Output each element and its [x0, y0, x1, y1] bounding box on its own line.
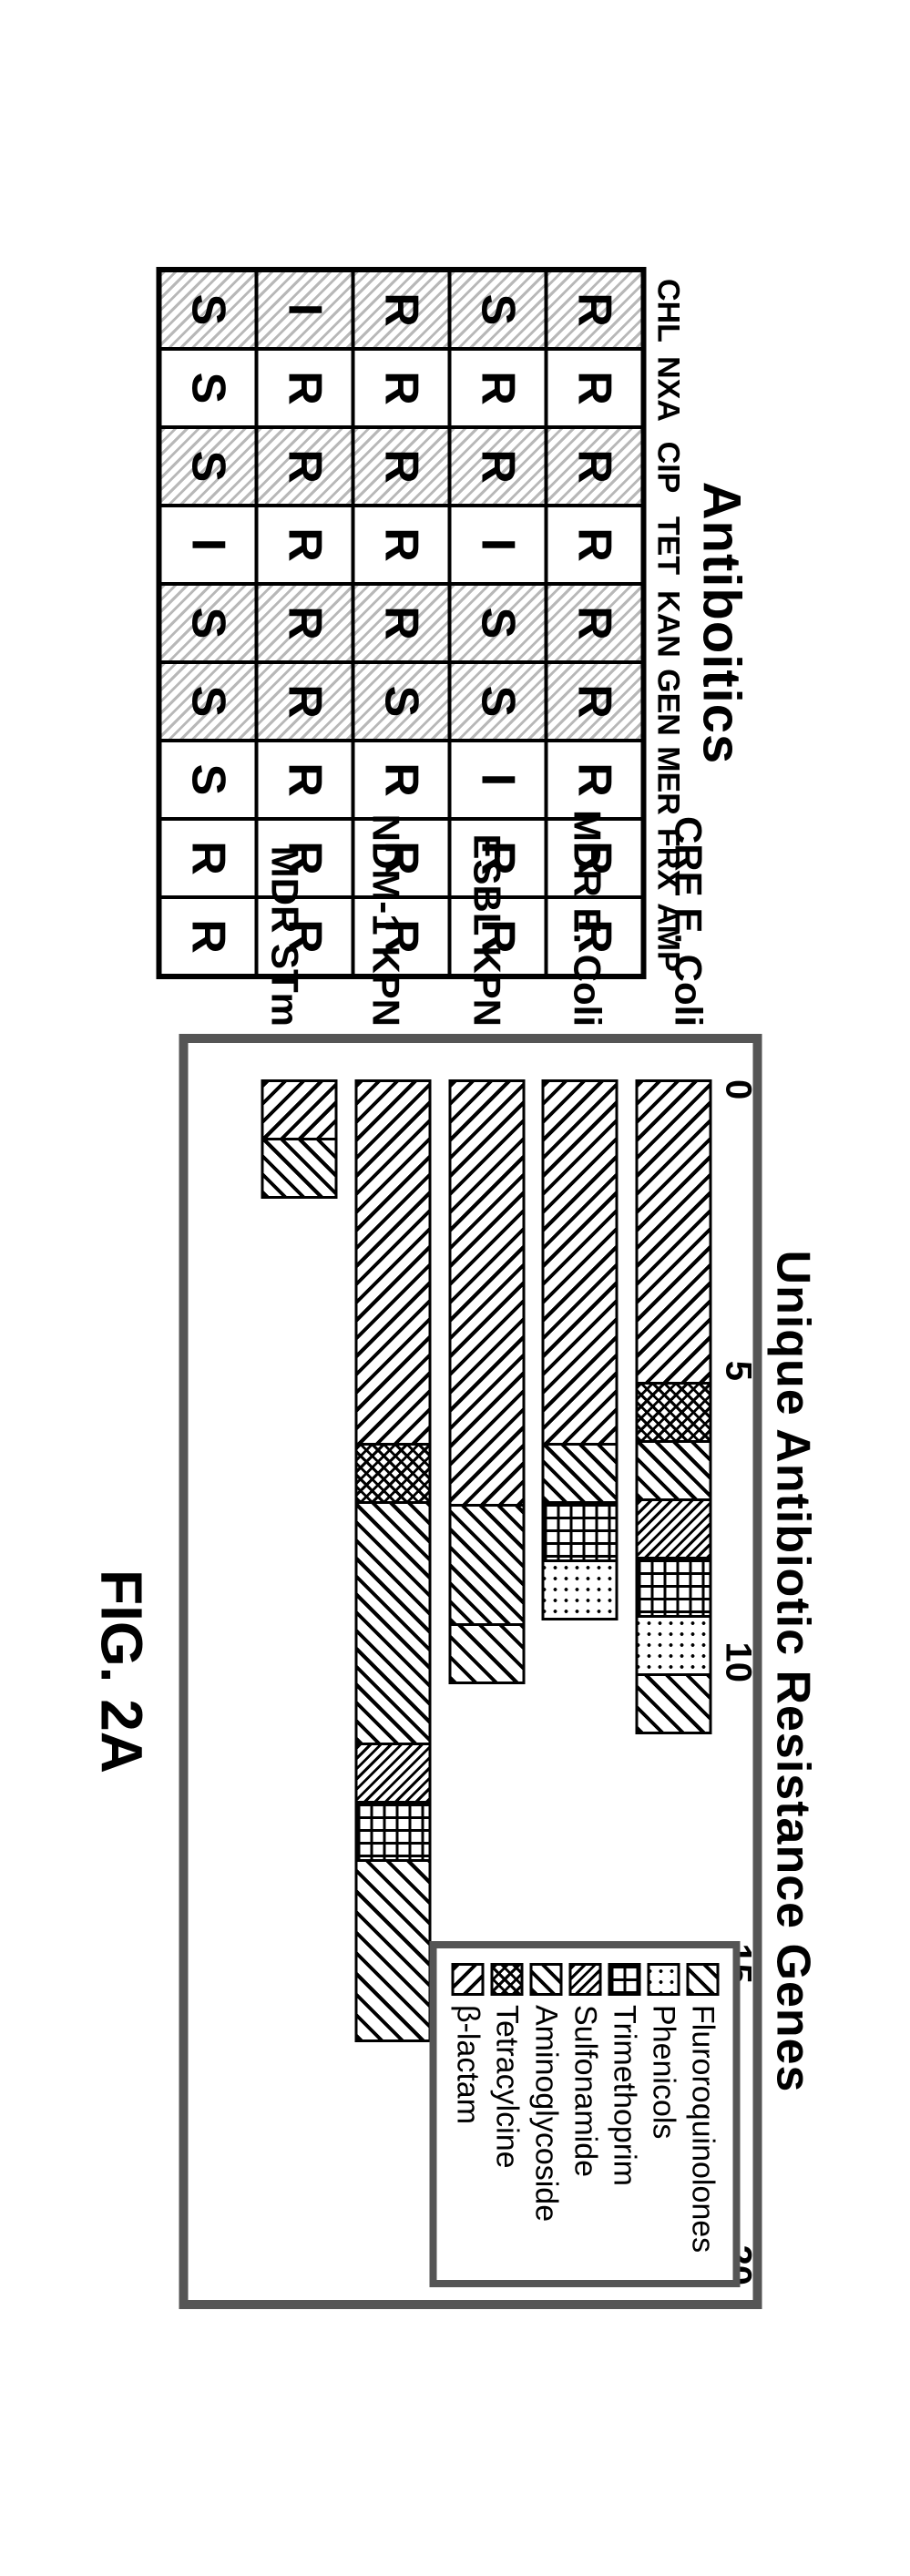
- legend-label: Tetracylcine: [489, 2005, 525, 2169]
- abx-cell: R: [353, 349, 450, 427]
- abx-cell: R: [547, 506, 643, 584]
- abx-col-header: KAN: [647, 584, 686, 662]
- legend-swatch-phenicols: [648, 1963, 680, 1996]
- abx-cell: R: [257, 584, 353, 662]
- chart-block: Unique Antibiotic Resistance Genes CRE E…: [88, 1034, 821, 2309]
- abx-cell: R: [353, 584, 450, 662]
- bar-segment-beta_lactam: [354, 1079, 431, 1446]
- bar-segment-phenicols: [636, 1615, 712, 1676]
- legend-label: Fluroroquinolones: [685, 2005, 721, 2253]
- abx-col-header: TET: [647, 506, 686, 584]
- category-label: MDR E. Coli: [566, 779, 609, 1034]
- legend-row: Fluroroquinolones: [685, 1963, 721, 2265]
- legend-row: Trimethoprim: [607, 1963, 642, 2265]
- legend-label: Aminoglycoside: [528, 2005, 564, 2222]
- bar-segment-aminoglycoside: [448, 1504, 525, 1626]
- category-label: ESBL KPN: [465, 779, 508, 1034]
- figure-stage: Antiboitics CHLNXACIPTETKANGENMERFRXAMP …: [0, 0, 910, 2576]
- chart-frame: CRE E. ColiMDR E. ColiESBL KPNNDM-1 KPNM…: [179, 1034, 762, 2309]
- bar-segment-trimethoprim: [636, 1557, 712, 1618]
- legend-swatch-fluoroquinolones: [687, 1963, 720, 1996]
- bar-segment-trimethoprim: [354, 1801, 431, 1862]
- category-label: NDM-1 KPN: [363, 779, 407, 1034]
- legend-row: Aminoglycoside: [528, 1963, 564, 2265]
- bar-segment-aminoglycoside: [542, 1443, 619, 1504]
- legend-row: Tetracylcine: [489, 1963, 525, 2265]
- abx-cell: R: [547, 584, 643, 662]
- bar-row: [354, 1079, 431, 2285]
- abx-cell: R: [547, 662, 643, 741]
- antibiotics-table-body: RRRRRRRRRSRRISSIRRRRRRRSRRRIRRRRRRRRSSSI…: [157, 267, 647, 979]
- legend-swatch-aminoglycoside: [530, 1963, 563, 1996]
- abx-cell: R: [547, 349, 643, 427]
- legend-row: Sulfonamide: [567, 1963, 603, 2265]
- bar-segment-beta_lactam: [636, 1079, 712, 1385]
- legend-swatch-trimethoprim: [608, 1963, 641, 1996]
- bar-row: [261, 1079, 337, 2285]
- abx-col-header: NXA: [647, 349, 686, 427]
- abx-cell: S: [450, 662, 547, 741]
- legend-label: Phenicols: [646, 2005, 681, 2139]
- category-label: MDR STm: [262, 779, 306, 1034]
- abx-cell: S: [353, 662, 450, 741]
- abx-cell: I: [257, 271, 353, 349]
- abx-cell: R: [353, 427, 450, 506]
- abx-col-header: GEN: [647, 662, 686, 741]
- abx-cell: S: [160, 271, 257, 349]
- chart-legend: FluroroquinolonesPhenicolsTrimethoprimSu…: [430, 1941, 741, 2287]
- bar-segment-sulfonamide: [354, 1743, 431, 1804]
- legend-row: Phenicols: [646, 1963, 681, 2265]
- figure-caption: FIG. 2A: [88, 1569, 156, 1774]
- bar-segment-aminoglycoside: [354, 1501, 431, 1745]
- abx-cell: S: [160, 662, 257, 741]
- legend-label: Sulfonamide: [567, 2005, 603, 2177]
- abx-cell: R: [450, 349, 547, 427]
- legend-label: Trimethoprim: [607, 2005, 642, 2186]
- abx-cell: R: [547, 427, 643, 506]
- bar-segment-beta_lactam: [542, 1079, 619, 1446]
- bar-segment-fluoroquinolones: [636, 1673, 712, 1734]
- abx-cell: R: [450, 427, 547, 506]
- abx-cell: R: [257, 427, 353, 506]
- abx-cell: S: [160, 584, 257, 662]
- abx-cell: R: [353, 506, 450, 584]
- abx-col-header: CIP: [647, 427, 686, 506]
- legend-row: β-lactam: [450, 1963, 486, 2265]
- legend-label: β-lactam: [450, 2005, 486, 2124]
- abx-col-header: CHL: [647, 271, 686, 349]
- abx-cell: I: [450, 506, 547, 584]
- abx-cell: R: [547, 271, 643, 349]
- bar-segment-trimethoprim: [542, 1501, 619, 1562]
- abx-cell: S: [160, 427, 257, 506]
- abx-cell: R: [353, 271, 450, 349]
- legend-swatch-beta_lactam: [452, 1963, 485, 1996]
- bar-segment-sulfonamide: [636, 1498, 712, 1559]
- abx-cell: R: [257, 349, 353, 427]
- chart-category-labels: CRE E. Coli MDR E. Coli ESBL KPN NDM-1 KPN M…: [234, 779, 739, 1034]
- abx-cell: I: [160, 506, 257, 584]
- antibiotics-table-title: Antiboitics: [691, 482, 752, 765]
- abx-cell: S: [160, 349, 257, 427]
- bar-segment-aminoglycoside: [636, 1440, 712, 1501]
- legend-swatch-tetracycline: [491, 1963, 524, 1996]
- bar-segment-fluoroquinolones: [354, 1859, 431, 2042]
- bar-segment-beta_lactam: [448, 1079, 525, 1507]
- bar-segment-fluoroquinolones: [448, 1623, 525, 1684]
- abx-cell: S: [450, 271, 547, 349]
- category-label: CRE E. Coli: [667, 779, 711, 1034]
- bar-segment-aminoglycoside: [261, 1138, 337, 1199]
- legend-swatch-sulfonamide: [569, 1963, 602, 1996]
- bar-segment-phenicols: [542, 1559, 619, 1620]
- abx-cell: R: [257, 662, 353, 741]
- bar-segment-beta_lactam: [261, 1079, 337, 1140]
- abx-cell: S: [450, 584, 547, 662]
- bar-segment-tetracycline: [636, 1382, 712, 1443]
- bar-segment-tetracycline: [354, 1443, 431, 1504]
- abx-cell: R: [257, 506, 353, 584]
- chart-title: Unique Antibiotic Resistance Genes: [766, 1251, 821, 2093]
